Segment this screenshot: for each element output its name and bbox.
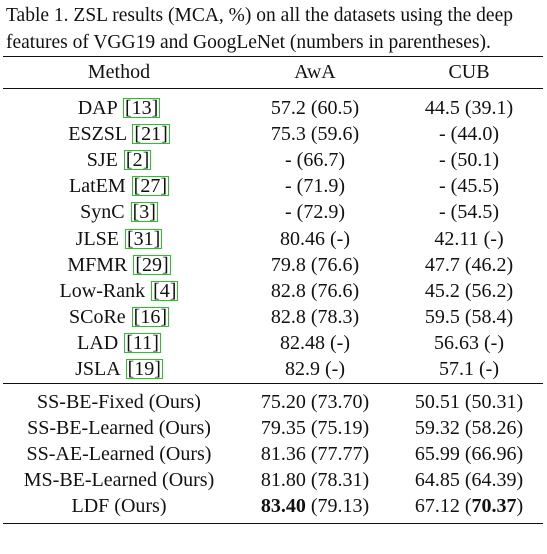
method-name: SynC bbox=[80, 201, 125, 224]
citation-link[interactable]: [27] bbox=[131, 175, 169, 198]
baseline-rows: DAP [13] 57.2 (60.5) 44.5 (39.1) ESZSL [… bbox=[3, 89, 543, 384]
awa-cell: 79.8 (76.6) bbox=[270, 253, 360, 276]
table-row: DAP [13] 57.2 (60.5) 44.5 (39.1) bbox=[3, 89, 543, 122]
table-caption: Table 1. ZSL results (MCA, %) on all the… bbox=[6, 5, 513, 53]
cub-cell: - (50.1) bbox=[439, 148, 499, 171]
header-method: Method bbox=[3, 56, 235, 89]
method-name: JLSE bbox=[75, 227, 119, 250]
citation-link[interactable]: [19] bbox=[125, 358, 163, 381]
method-cell: SS-BE-Fixed (Ours) bbox=[3, 383, 235, 416]
citation-link[interactable]: [2] bbox=[123, 148, 152, 171]
method-cell: LatEM [27] bbox=[3, 174, 235, 200]
awa-cell: - (71.9) bbox=[285, 175, 345, 198]
cub-cell: 59.5 (58.4) bbox=[424, 306, 514, 329]
method-cell: SS-AE-Learned (Ours) bbox=[26, 443, 212, 466]
cub-cell: 50.51 (50.31) bbox=[395, 383, 543, 416]
table-row: SS-BE-Fixed (Ours) 75.20 (73.70) 50.51 (… bbox=[3, 383, 543, 416]
method-name: LatEM bbox=[69, 175, 126, 198]
method-name: SJE bbox=[86, 148, 118, 171]
method-name: LAD bbox=[77, 332, 119, 355]
cub-cell: 64.85 (64.39) bbox=[414, 469, 524, 492]
cub-cell: 59.32 (58.26) bbox=[414, 416, 524, 439]
cub-cell: 45.2 (56.2) bbox=[424, 279, 514, 302]
results-table: Method AwA CUB DAP [13] 57.2 (60.5) 44.5… bbox=[3, 56, 543, 524]
awa-cell: 75.3 (59.6) bbox=[270, 122, 360, 145]
awa-cell: - (66.7) bbox=[285, 148, 345, 171]
table-row: MFMR [29] 79.8 (76.6) 47.7 (46.2) bbox=[3, 252, 543, 278]
citation-link[interactable]: [3] bbox=[130, 201, 158, 224]
method-cell: ESZSL [21] bbox=[3, 121, 235, 147]
citation-link[interactable]: [21] bbox=[132, 122, 170, 145]
cub-cell: 56.63 (-) bbox=[434, 332, 504, 355]
table-row: JLSE [31] 80.46 (-) 42.11 (-) bbox=[3, 226, 543, 252]
method-cell: LAD [11] bbox=[3, 331, 235, 357]
method-name: ESZSL bbox=[68, 122, 127, 145]
method-name: Low-Rank bbox=[59, 279, 146, 302]
citation-link[interactable]: [4] bbox=[151, 279, 179, 302]
cub-cell: 44.5 (39.1) bbox=[424, 96, 514, 119]
table-row: LDF (Ours) 83.40 (79.13) 67.12 (70.37) bbox=[3, 493, 543, 524]
awa-cell: 81.80 (78.31) bbox=[260, 469, 370, 492]
cub-cell: 67.12 (70.37) bbox=[395, 493, 543, 524]
method-name: MFMR bbox=[67, 253, 128, 276]
awa-cell: 83.40 (79.13) bbox=[235, 493, 395, 524]
table-row: SCoRe [16] 82.8 (78.3) 59.5 (58.4) bbox=[3, 305, 543, 331]
cub-cell: 65.99 (66.96) bbox=[414, 443, 524, 466]
citation-link[interactable]: [16] bbox=[131, 306, 170, 329]
awa-cell: 57.2 (60.5) bbox=[270, 96, 360, 119]
best-value: 70.37 bbox=[471, 495, 517, 518]
cub-cell: 42.11 (-) bbox=[434, 227, 504, 250]
table-row: SJE [2] - (66.7) - (50.1) bbox=[3, 147, 543, 173]
awa-cell: 82.8 (78.3) bbox=[270, 306, 360, 329]
header-awa: AwA bbox=[235, 56, 395, 89]
method-name: DAP bbox=[77, 96, 117, 119]
table-row: SS-AE-Learned (Ours) 81.36 (77.77) 65.99… bbox=[3, 441, 543, 467]
table-row: SS-BE-Learned (Ours) 79.35 (75.19) 59.32… bbox=[3, 415, 543, 441]
cub-cell: - (45.5) bbox=[439, 175, 499, 198]
method-cell: DAP [13] bbox=[3, 89, 235, 122]
citation-link[interactable]: [31] bbox=[125, 227, 163, 250]
cub-cell: - (54.5) bbox=[439, 201, 499, 224]
table-row: Low-Rank [4] 82.8 (76.6) 45.2 (56.2) bbox=[3, 278, 543, 304]
awa-cell: 82.48 (-) bbox=[280, 332, 350, 355]
ours-rows: SS-BE-Fixed (Ours) 75.20 (73.70) 50.51 (… bbox=[3, 383, 543, 524]
method-name: JSLA bbox=[75, 358, 120, 381]
method-cell: MS-BE-Learned (Ours) bbox=[23, 469, 215, 492]
cub-cell: - (44.0) bbox=[439, 122, 499, 145]
awa-cell: 80.46 (-) bbox=[280, 227, 350, 250]
table-header-row: Method AwA CUB bbox=[3, 56, 543, 89]
method-cell: JLSE [31] bbox=[3, 226, 235, 252]
awa-cell: 75.20 (73.70) bbox=[235, 383, 395, 416]
table-row: JSLA [19] 82.9 (-) 57.1 (-) bbox=[3, 357, 543, 384]
method-cell: JSLA [19] bbox=[3, 357, 235, 384]
table-row: ESZSL [21] 75.3 (59.6) - (44.0) bbox=[3, 121, 543, 147]
method-cell: LDF (Ours) bbox=[3, 493, 235, 524]
cub-cell: 47.7 (46.2) bbox=[424, 253, 514, 276]
table-row: LAD [11] 82.48 (-) 56.63 (-) bbox=[3, 331, 543, 357]
method-cell: SS-BE-Learned (Ours) bbox=[27, 416, 211, 439]
awa-cell: 82.9 (-) bbox=[285, 358, 345, 381]
citation-link[interactable]: [13] bbox=[122, 96, 161, 119]
table-row: SynC [3] - (72.9) - (54.5) bbox=[3, 200, 543, 226]
awa-cell: 81.36 (77.77) bbox=[260, 443, 370, 466]
best-value: 83.40 bbox=[260, 495, 306, 518]
method-cell: SynC [3] bbox=[3, 200, 235, 226]
citation-link[interactable]: [11] bbox=[124, 332, 161, 355]
citation-link[interactable]: [29] bbox=[133, 253, 171, 276]
awa-cell: 82.8 (76.6) bbox=[270, 279, 360, 302]
cub-cell: 57.1 (-) bbox=[439, 358, 499, 381]
header-cub: CUB bbox=[395, 56, 543, 89]
table-row: LatEM [27] - (71.9) - (45.5) bbox=[3, 174, 543, 200]
method-cell: SJE [2] bbox=[3, 147, 235, 173]
method-cell: SCoRe [16] bbox=[3, 305, 235, 331]
awa-cell: - (72.9) bbox=[285, 201, 345, 224]
method-cell: MFMR [29] bbox=[3, 252, 235, 278]
method-cell: Low-Rank [4] bbox=[3, 278, 235, 304]
awa-cell: 79.35 (75.19) bbox=[260, 416, 370, 439]
method-name: SCoRe bbox=[68, 306, 126, 329]
table-row: MS-BE-Learned (Ours) 81.80 (78.31) 64.85… bbox=[3, 468, 543, 494]
